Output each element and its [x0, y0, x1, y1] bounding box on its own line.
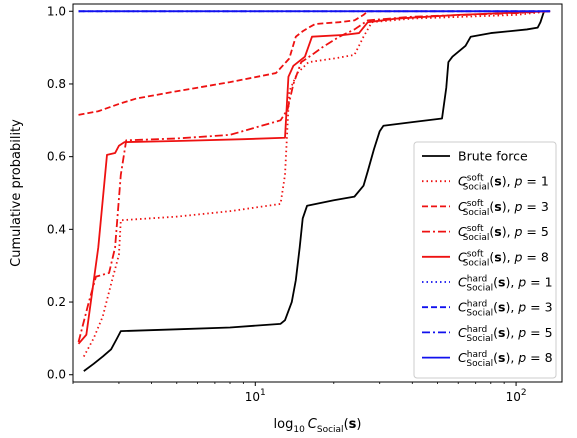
series-line-soft-p1: [82, 10, 551, 357]
legend-entry-label: Csoft Social(s), p = 8: [458, 249, 549, 268]
y-tick-label: 0.6: [47, 150, 66, 164]
legend: Brute force Csoft Social(s), p = 1 Csoft Soc…: [413, 141, 557, 379]
series-line-soft-p5: [77, 10, 551, 343]
x-tick-label: 102: [506, 388, 527, 404]
y-tick-label: 0.8: [47, 77, 66, 91]
legend-entry-label: Brute force: [458, 149, 528, 164]
y-axis-ticks: 0.0 0.2 0.4 0.6 0.8 1.0: [47, 4, 73, 382]
legend-box: [413, 141, 557, 379]
y-tick-label: 0.4: [47, 222, 66, 236]
legend-entry-label: Csoft Social(s), p = 3: [458, 199, 549, 218]
legend-entry-label: Chard Social(s), p = 1: [458, 275, 553, 294]
legend-entry-label: Chard Social(s), p = 8: [458, 350, 553, 369]
legend-entry-label: Chard Social(s), p = 3: [458, 300, 553, 319]
y-tick-label: 0.2: [47, 295, 66, 309]
y-tick-label: 0.0: [47, 368, 66, 382]
series-line-soft-p8: [77, 10, 551, 345]
series-line-brute-force: [83, 10, 551, 372]
series-line-soft-p3: [78, 10, 551, 116]
x-axis-label: log10 CSocial(s): [274, 417, 362, 435]
x-axis-ticks: 101 102: [72, 382, 527, 404]
plot-frame: [72, 3, 563, 383]
y-axis-label: Cumulative probability: [9, 119, 24, 267]
legend-entry-label: Chard Social(s), p = 5: [458, 325, 553, 344]
x-tick-label: 101: [245, 388, 266, 404]
series-layer: [77, 10, 551, 372]
legend-entry-label: Csoft Social(s), p = 5: [458, 224, 549, 243]
y-tick-label: 1.0: [47, 4, 66, 18]
legend-entry-label: Csoft Social(s), p = 1: [458, 174, 549, 193]
